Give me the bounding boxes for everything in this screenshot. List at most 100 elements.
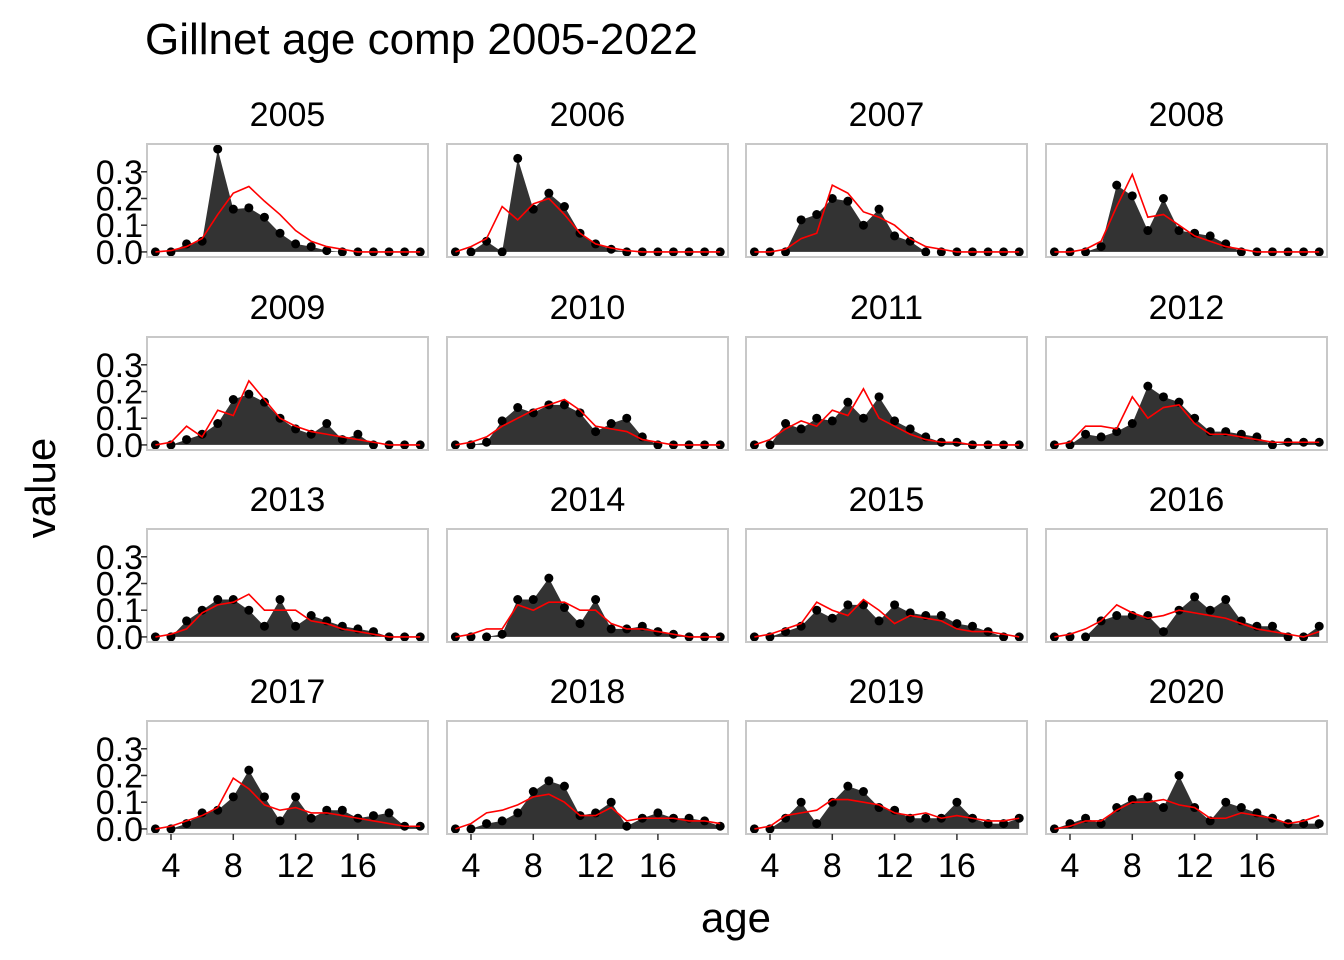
observed-point [653,808,663,818]
observed-point [482,819,492,829]
observed-point [291,621,301,631]
strip-label: 2015 [849,481,925,519]
observed-point [921,813,931,823]
observed-point [936,611,946,621]
observed-point [275,816,285,826]
observed-point [921,247,931,257]
observed-point [528,595,538,605]
strip-label: 2019 [849,673,925,711]
observed-point [575,408,585,418]
fitted-line [455,793,721,830]
observed-point [1236,803,1246,813]
observed-point [1081,632,1091,642]
observed-area [455,780,721,829]
fitted-line [155,185,421,253]
x-tick-label: 12 [577,847,615,885]
y-tick-label: 0.1 [96,400,143,438]
y-tick-label: 0.3 [96,539,143,577]
observed-point [482,632,492,642]
panel-border [146,528,429,643]
x-tick-label: 12 [876,847,914,885]
y-tick-label: 0.1 [96,784,143,822]
y-tick-label: 0.0 [96,234,143,272]
fitted-line [155,777,421,830]
panel-border [146,336,429,451]
observed-point [1158,392,1168,402]
y-tick-label: 0.0 [96,427,143,465]
observed-point [1096,432,1106,442]
observed-point [291,239,301,249]
observed-point [259,212,269,222]
panel-border [446,720,729,835]
x-tick-label: 16 [639,847,677,885]
observed-point [482,437,492,447]
observed-point [544,188,554,198]
y-tick-label: 0.0 [96,811,143,849]
strip-label: 2007 [849,96,925,134]
observed-point [528,787,538,797]
observed-point [890,231,900,241]
observed-area [455,404,721,445]
observed-point [259,792,269,802]
observed-point [259,397,269,407]
strip-label: 2010 [550,289,626,327]
strip-label: 2017 [250,673,326,711]
observed-area [155,599,421,637]
y-tick-label: 0.2 [96,180,143,218]
strip-label: 2016 [1149,481,1225,519]
observed-point [306,611,316,621]
x-tick-label: 8 [823,847,842,885]
panel-border [1045,336,1328,451]
observed-area [754,198,1020,252]
strip-label: 2020 [1149,673,1225,711]
observed-point [368,811,378,821]
observed-point [1127,191,1137,201]
observed-point [559,603,569,613]
strip-label: 2006 [550,96,626,134]
observed-point [890,600,900,610]
observed-point [606,419,616,429]
y-tick-label: 0.3 [96,731,143,769]
observed-point [1221,595,1231,605]
x-tick-label: 8 [224,847,243,885]
panel-border [745,143,1028,258]
strip-label: 2009 [250,289,326,327]
observed-point [228,204,238,214]
observed-point [1221,797,1231,807]
observed-point [812,819,822,829]
observed-area [754,604,1020,637]
x-tick-label: 8 [524,847,543,885]
observed-point [544,776,554,786]
fitted-line [1054,395,1320,446]
observed-point [1174,770,1184,780]
observed-point [796,215,806,225]
observed-point [622,413,632,423]
panel-border [745,720,1028,835]
observed-point [384,808,394,818]
fitted-line [455,398,721,446]
observed-area [155,770,421,829]
observed-point [244,605,254,615]
observed-area [754,786,1020,829]
y-tick-label: 0.0 [96,619,143,657]
observed-point [497,416,507,426]
panel-border [146,720,429,835]
observed-point [575,619,585,629]
observed-point [1158,193,1168,203]
panel-border [146,143,429,258]
x-tick-label: 4 [462,847,481,885]
observed-point [244,203,254,213]
panel-border [1045,143,1328,258]
x-tick-label: 12 [1176,847,1214,885]
fitted-line [754,387,1020,446]
observed-point [591,427,601,437]
observed-point [228,792,238,802]
observed-point [781,419,791,429]
observed-point [622,821,632,831]
panel-border [1045,720,1328,835]
observed-point [591,595,601,605]
observed-point [858,220,868,230]
panel-border [745,336,1028,451]
observed-point [827,416,837,426]
observed-point [1190,592,1200,602]
